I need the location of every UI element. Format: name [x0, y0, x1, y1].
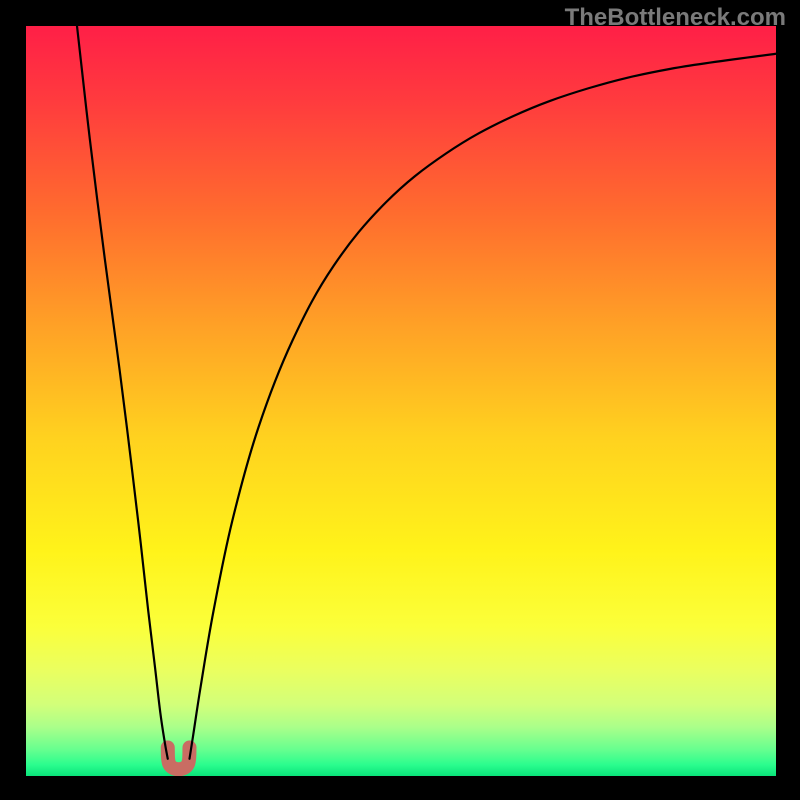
plot-area — [26, 26, 776, 776]
chart-svg — [26, 26, 776, 776]
chart-container: TheBottleneck.com — [0, 0, 800, 800]
watermark-text: TheBottleneck.com — [565, 4, 786, 32]
gradient-background — [26, 26, 776, 776]
